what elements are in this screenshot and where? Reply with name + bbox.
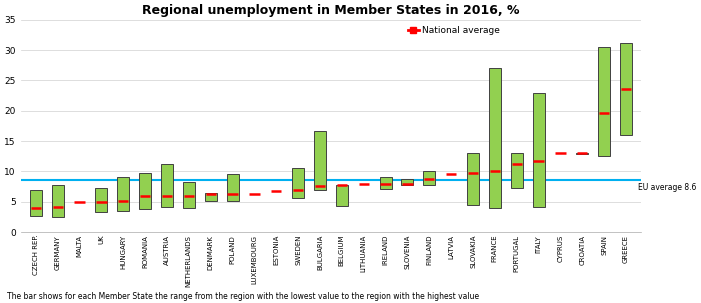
Bar [30,190,42,216]
Text: The bar shows for each Member State the range from the region with the lowest va: The bar shows for each Member State the … [7,292,479,301]
Bar [620,43,632,135]
Bar [161,164,173,207]
Bar [511,153,523,188]
Bar [292,168,304,198]
Bar [52,185,64,217]
Title: Regional unemployment in Member States in 2016, %: Regional unemployment in Member States i… [142,4,519,17]
Bar [314,131,326,190]
Bar [379,177,392,189]
Bar [139,173,151,209]
Bar [95,188,107,212]
Bar [402,179,414,185]
Bar [117,177,129,211]
Bar [489,68,501,208]
Bar [533,92,545,207]
Bar [183,182,195,208]
Bar [205,193,217,201]
Legend: National average: National average [408,26,501,35]
Bar [423,171,435,185]
Bar [576,153,588,155]
Text: EU average 8.6: EU average 8.6 [638,183,696,192]
Bar [598,47,610,156]
Bar [226,174,238,201]
Bar [336,185,348,206]
Bar [467,153,479,205]
